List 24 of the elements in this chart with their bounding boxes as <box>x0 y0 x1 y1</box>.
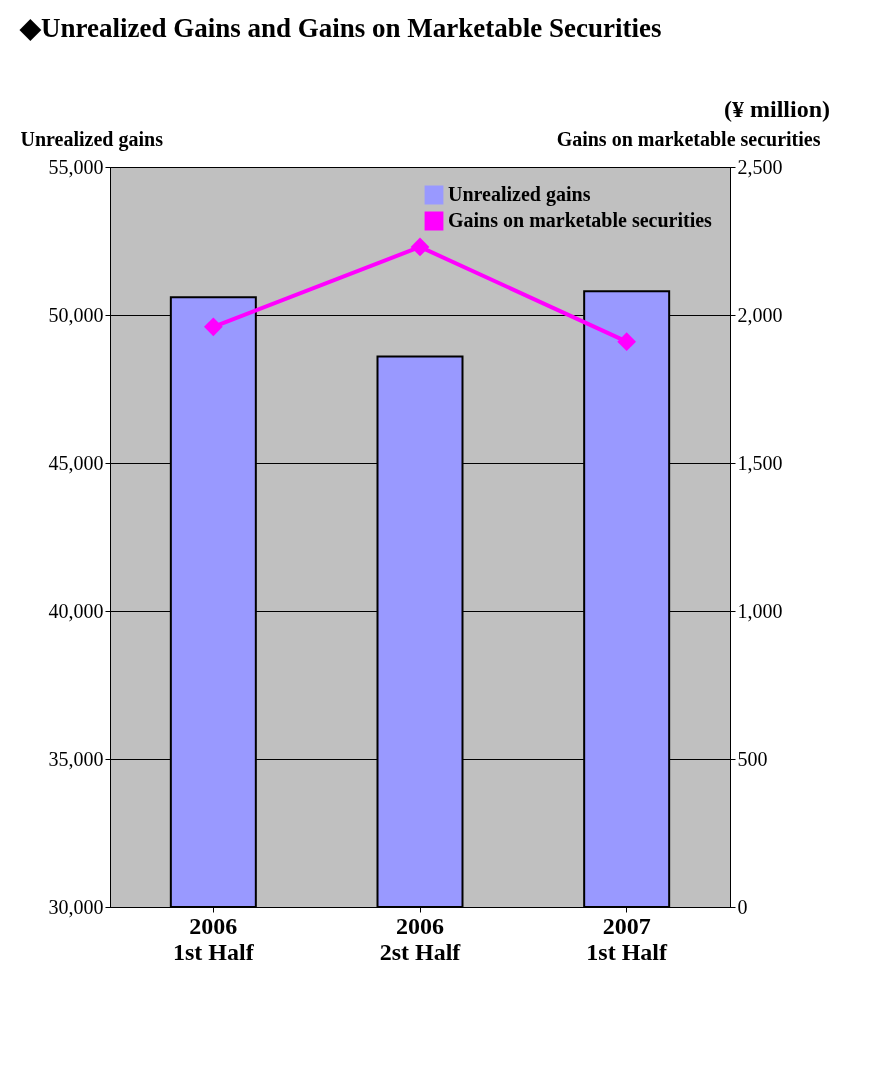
y2-tick-label: 2,500 <box>737 155 783 178</box>
y2-tick-label: 2,000 <box>737 303 783 326</box>
x-tick-label: 2006 2st Half <box>379 912 462 965</box>
point <box>203 317 223 337</box>
x-tick-label: 2007 1st Half <box>586 912 668 965</box>
point <box>617 332 637 351</box>
y2-axis-title: Gains on marketable securities <box>556 127 821 150</box>
legend-label: Gains on marketable securities <box>448 209 713 231</box>
chart-title: ◆Unrealized Gains and Gains on Marketable Securities <box>19 13 662 43</box>
y2-tick-label: 1,500 <box>737 451 783 474</box>
y-tick-label: 50,000 <box>48 303 104 326</box>
y-tick-label: 30,000 <box>48 895 104 918</box>
y2-tick-label: 0 <box>737 895 748 918</box>
y-tick-label: 55,000 <box>48 155 104 178</box>
text: (¥ million) <box>724 96 830 122</box>
y2-tick-label: 500 <box>737 747 768 770</box>
y-tick-label: 40,000 <box>48 599 104 622</box>
y-tick-label: 45,000 <box>48 451 104 474</box>
point <box>410 237 430 257</box>
y-tick-label: 35,000 <box>48 747 104 770</box>
legend-label: Unrealized gains <box>448 183 591 206</box>
y-axis-title: Unrealized gains <box>20 127 164 151</box>
y2-tick-label: 1,000 <box>737 599 783 622</box>
x-tick-label: 2006 1st Half <box>173 912 255 965</box>
